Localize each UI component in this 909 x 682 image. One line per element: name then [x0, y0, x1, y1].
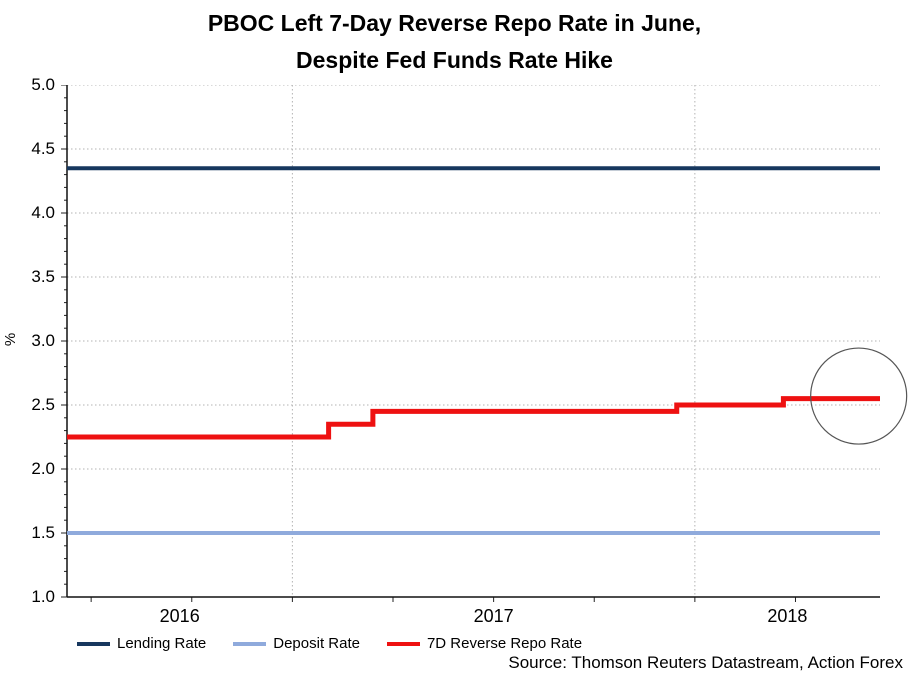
- source-note: Source: Thomson Reuters Datastream, Acti…: [508, 653, 903, 672]
- plot-area: [61, 85, 908, 602]
- y-tick-label: 5.0: [31, 75, 55, 94]
- x-year-label: 2017: [473, 606, 514, 626]
- y-tick-label: 1.5: [31, 523, 55, 542]
- deposit-rate-line-swatch: [233, 641, 267, 646]
- y-tick-label: 1.0: [31, 587, 55, 606]
- legend-label-deposit-rate: Deposit Rate: [273, 635, 360, 652]
- y-tick-label: 2.5: [31, 395, 55, 414]
- legend-label-lending-rate: Lending Rate: [117, 635, 207, 652]
- x-year-label: 2016: [159, 606, 200, 626]
- legend-item-7d-reverse-repo-rate: 7D Reverse Repo Rate: [386, 635, 583, 652]
- y-tick-label: 4.0: [31, 203, 55, 222]
- y-tick-label: 3.0: [31, 331, 55, 350]
- legend-item-lending-rate: Lending Rate: [77, 635, 206, 652]
- chart-title-line2: Despite Fed Funds Rate Hike: [296, 47, 613, 73]
- chart-title-line1: PBOC Left 7-Day Reverse Repo Rate in Jun…: [207, 10, 702, 36]
- y-tick-label: 2.0: [31, 459, 55, 478]
- legend: Lending Rate Deposit Rate 7D Reverse Rep…: [77, 635, 582, 652]
- x-year-label: 2018: [767, 606, 808, 626]
- y-tick-label: 4.5: [31, 139, 55, 158]
- lending-rate-line-swatch: [77, 641, 110, 646]
- y-tick-label: 3.5: [31, 267, 55, 286]
- y-axis-tick-labels: 5.0 4.5 4.0 3.5 3.0 2.5 2.0 1.5 1.0: [0, 0, 57, 682]
- chart-title: PBOC Left 7-Day Reverse Repo Rate in Jun…: [0, 5, 909, 79]
- annotation-circle: [810, 347, 908, 445]
- legend-label-7d-reverse-repo-rate: 7D Reverse Repo Rate: [426, 635, 583, 652]
- legend-item-deposit-rate: Deposit Rate: [233, 635, 360, 652]
- 7d-reverse-repo-rate-line-swatch: [386, 641, 420, 646]
- series-line-7d-reverse-repo-rate: [67, 396, 880, 440]
